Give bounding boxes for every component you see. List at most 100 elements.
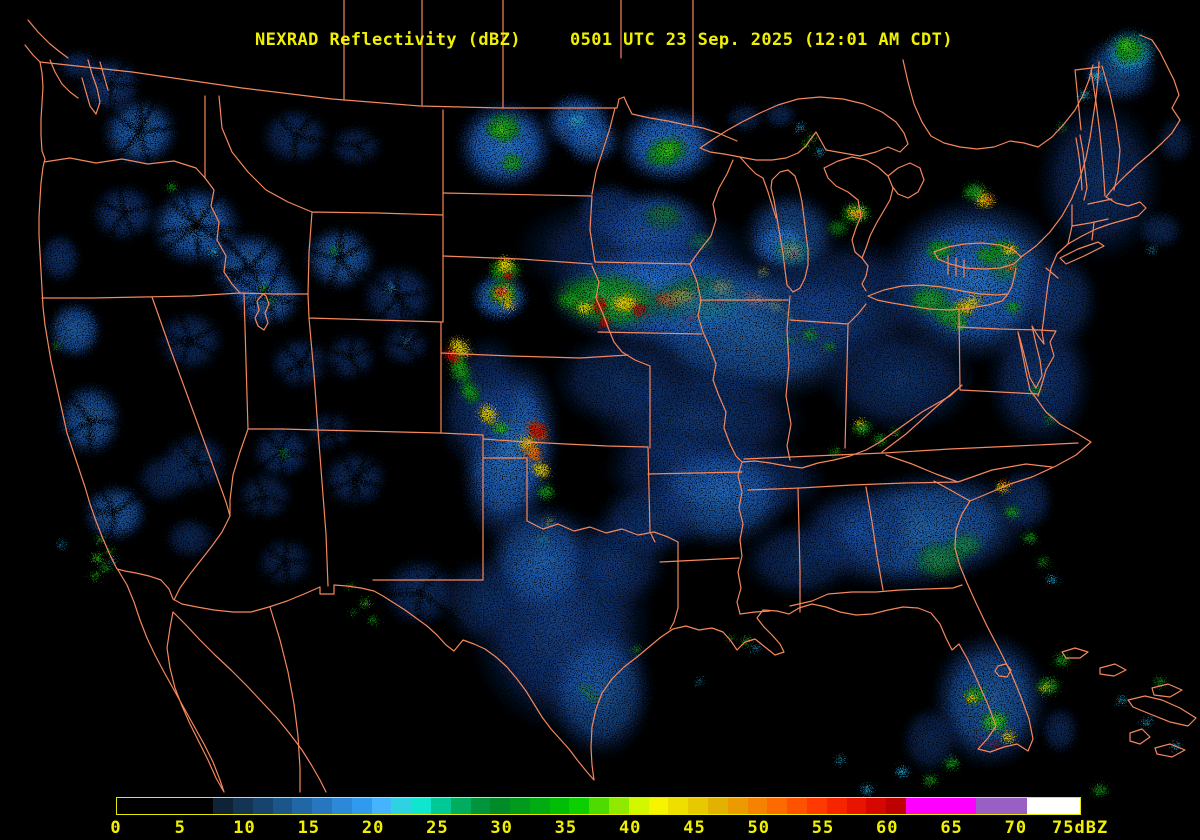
radar-echo	[1136, 210, 1184, 250]
radar-echo	[90, 572, 100, 580]
radar-echo	[963, 295, 981, 309]
radar-beam-gap	[89, 418, 133, 428]
colorbar-segment	[787, 798, 808, 814]
radar-beam-gap	[247, 450, 283, 476]
radar-beam-gap	[338, 210, 345, 259]
radar-beam-gap	[122, 212, 143, 253]
radar-beam-gap	[415, 591, 422, 643]
radar-beam-gap	[328, 398, 338, 432]
radar-beam-gap	[173, 169, 198, 227]
radar-echo	[38, 232, 82, 284]
colorbar-segment	[117, 798, 214, 814]
radar-beam-gap	[113, 485, 150, 515]
colorbar-segment	[976, 798, 1027, 814]
radar-echo	[528, 423, 546, 439]
colorbar-segment	[233, 798, 253, 814]
radar-beam-gap	[193, 418, 211, 463]
colorbar-tick: 55	[811, 818, 835, 838]
colorbar-tick: 50	[747, 818, 770, 838]
radar-echo	[854, 420, 866, 428]
radar-echo	[1155, 115, 1195, 165]
radar-echo	[58, 541, 66, 549]
radar-beam-gap	[138, 131, 155, 181]
radar-echo	[545, 620, 655, 760]
colorbar-tick: 30	[490, 818, 513, 838]
radar-echo	[1153, 677, 1167, 687]
radar-echo	[495, 257, 515, 273]
radar-echo	[656, 141, 680, 159]
colorbar-segment	[569, 798, 590, 814]
radar-echo	[164, 516, 216, 560]
radar-echo	[1022, 532, 1038, 544]
radar-beam-gap	[138, 81, 143, 133]
radar-beam-gap	[292, 135, 297, 182]
long-island	[1059, 241, 1105, 265]
radar-beam-gap	[99, 212, 126, 250]
radar-echo	[1007, 264, 1017, 272]
radar-echo	[209, 248, 219, 256]
colorbar-segment	[391, 798, 412, 814]
radar-echo	[499, 153, 525, 173]
radar-echo	[815, 148, 825, 156]
radar-echo	[135, 452, 195, 504]
radar-echo	[922, 774, 938, 786]
map-outline-layer	[24, 0, 1197, 793]
mississippi-river-line	[689, 263, 744, 615]
radar-echo	[983, 195, 993, 203]
radar-beam-gap	[339, 233, 383, 260]
colorbar-segment	[846, 798, 867, 814]
radar-echo	[632, 645, 642, 653]
canada-border	[39, 61, 738, 142]
radar-echo	[477, 403, 499, 425]
radar-beam-gap	[293, 246, 341, 260]
radar-beam-gap	[85, 193, 125, 215]
radar-echo	[599, 314, 611, 330]
radar-beam-gap	[396, 248, 400, 296]
radar-echo	[1057, 124, 1067, 132]
colorbar-segment	[549, 798, 570, 814]
radar-beam-gap	[266, 294, 314, 311]
radar-beam-gap	[348, 356, 370, 389]
radar-beam-gap	[345, 478, 357, 522]
radar-beam-gap	[418, 554, 456, 593]
radar-beam-gap	[172, 298, 192, 342]
radar-beam-gap	[147, 224, 198, 264]
colorbar-segment	[628, 798, 649, 814]
radar-echo	[932, 302, 968, 328]
radar-echo	[762, 101, 798, 129]
radar-echo	[1141, 718, 1153, 726]
lake-huron	[823, 156, 925, 292]
colorbar-segment	[668, 798, 689, 814]
great-salt-lake	[254, 293, 270, 331]
radar-beam-gap	[248, 227, 287, 269]
radar-echo	[823, 341, 837, 351]
canada-province-lines	[343, 0, 694, 125]
radar-beam-gap	[104, 512, 117, 555]
radar-echo	[795, 124, 805, 132]
radar-echo	[47, 300, 103, 360]
radar-beam-gap	[404, 325, 434, 347]
radar-beam-gap	[165, 426, 197, 464]
radar-echo	[1091, 784, 1109, 796]
radar-beam-gap	[195, 224, 256, 232]
colorbar-segment	[450, 798, 471, 814]
radar-beam-gap	[293, 101, 327, 137]
radar-beam-gap	[349, 342, 383, 359]
radar-beam-gap	[403, 343, 428, 371]
colorbar-segment	[312, 798, 333, 814]
radar-beam-gap	[281, 450, 322, 459]
radar-echo	[1147, 246, 1157, 254]
radar-beam-gap	[189, 318, 231, 343]
colorbar-segment	[213, 798, 233, 814]
radar-beam-gap	[152, 182, 197, 228]
radar-echo	[579, 686, 591, 694]
radar-echo	[872, 434, 888, 446]
radar-echo	[1002, 244, 1018, 256]
colorbar-segment	[430, 798, 451, 814]
radar-beam-gap	[145, 339, 191, 353]
radar-echo	[1040, 705, 1080, 755]
radar-echo	[500, 290, 506, 294]
radar-echo	[1044, 415, 1056, 425]
